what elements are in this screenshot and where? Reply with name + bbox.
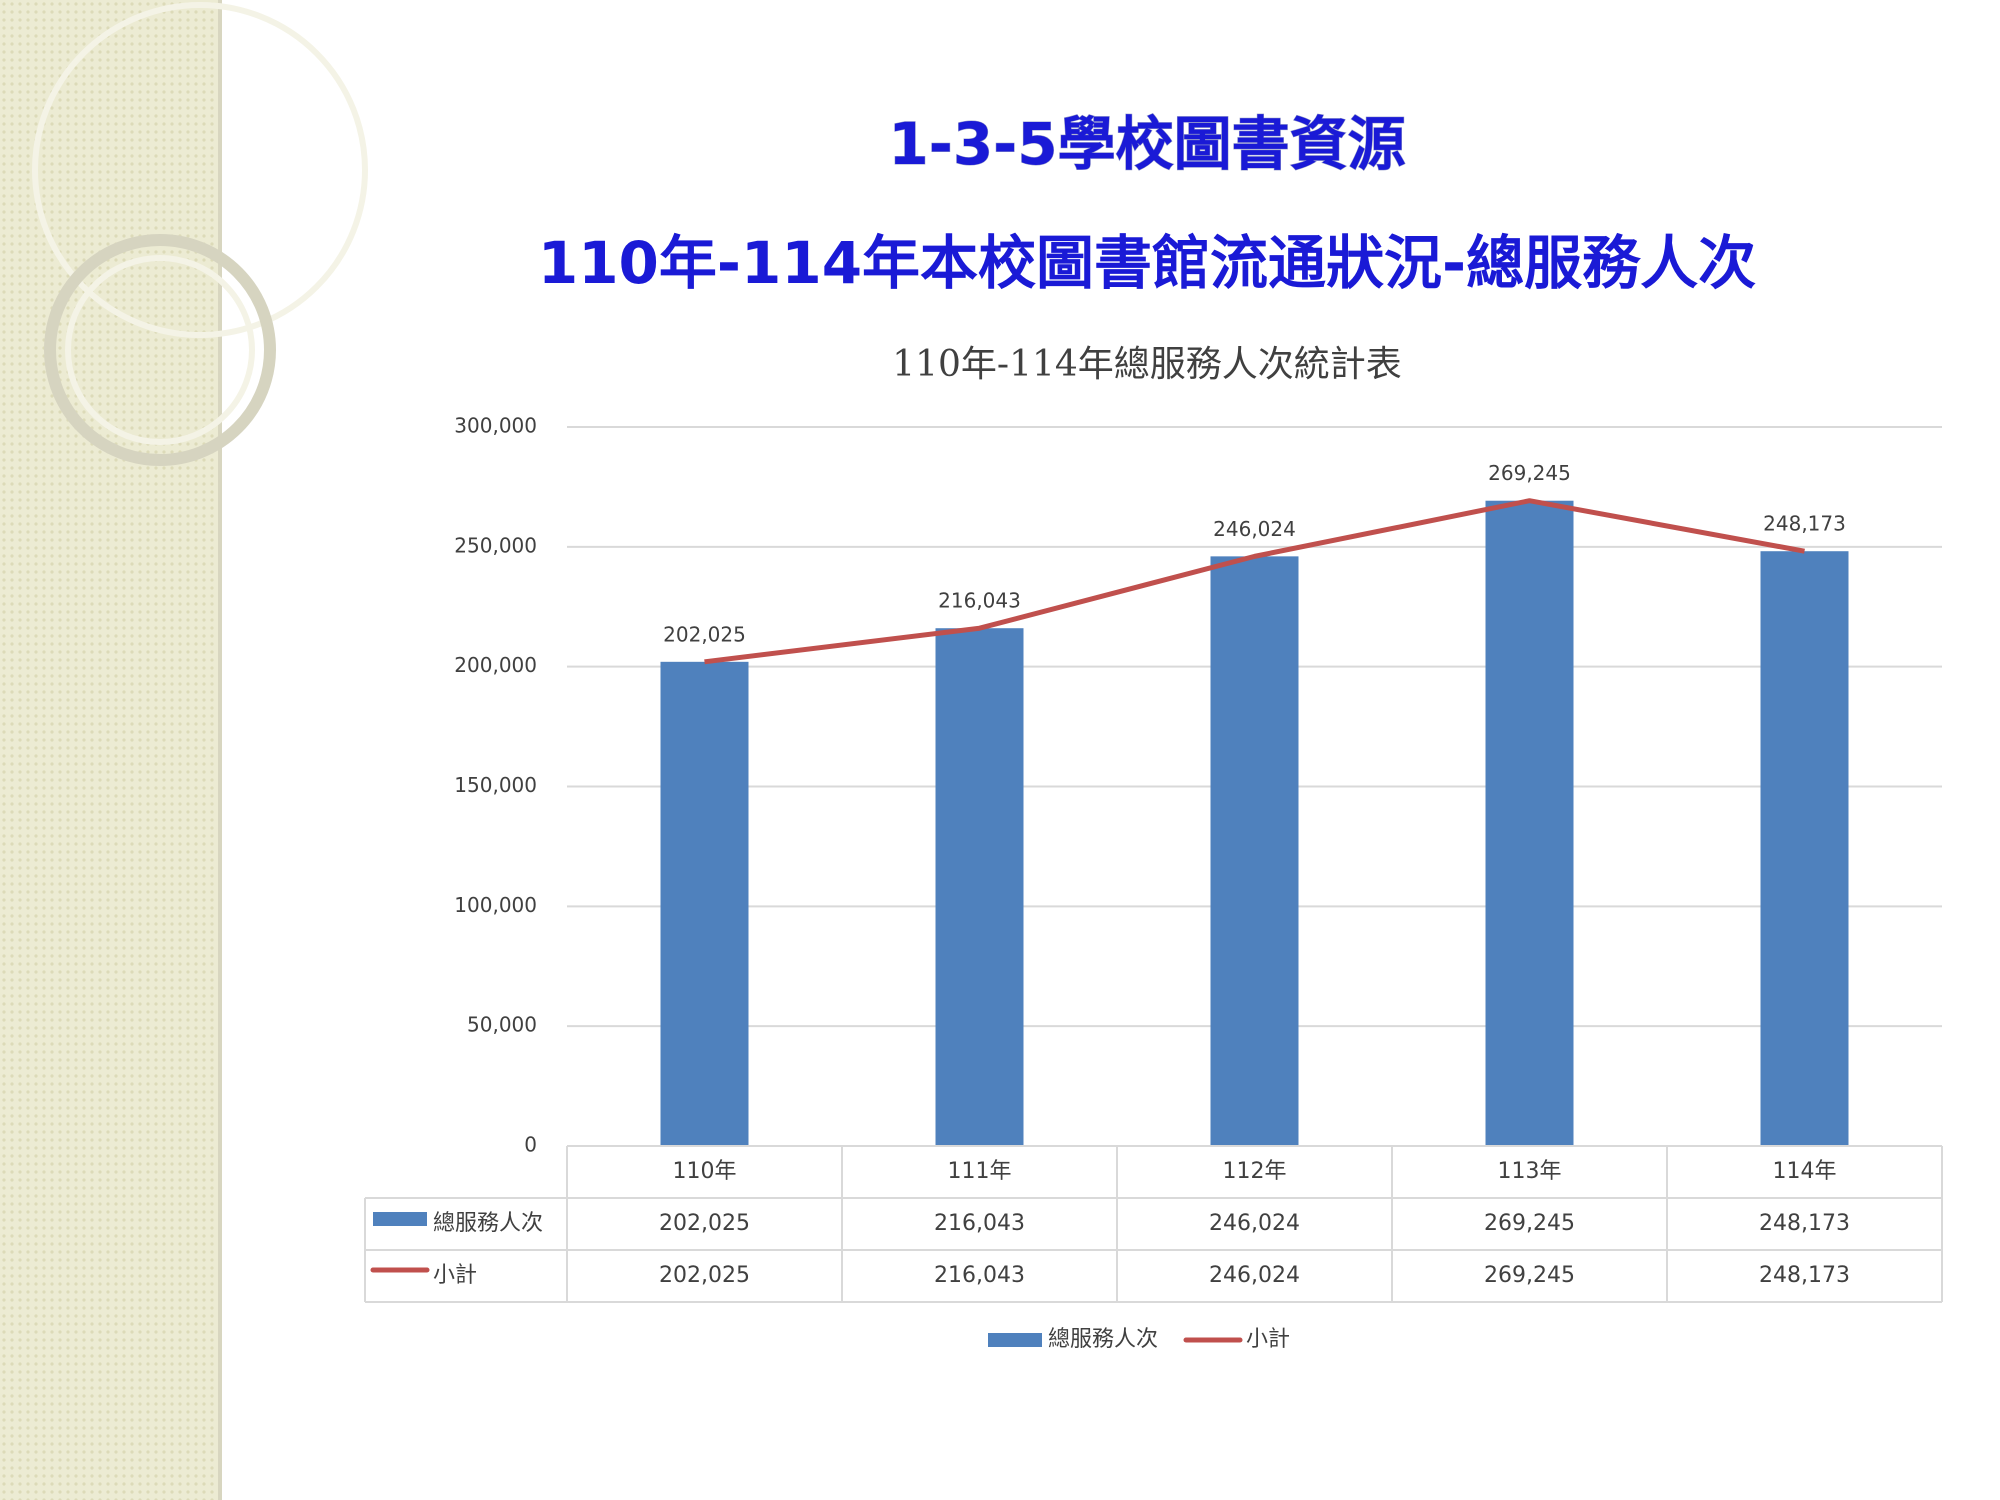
bar — [660, 661, 749, 1146]
y-tick-label: 50,000 — [467, 1013, 537, 1037]
slide-subtitle: 110年-114年本校圖書館流通狀況-總服務人次 — [538, 229, 1756, 297]
x-tick-label: 110年 — [673, 1159, 737, 1184]
legend-key — [988, 1333, 1042, 1347]
y-tick-label: 200,000 — [454, 653, 537, 677]
legend-label: 小計 — [1246, 1327, 1290, 1352]
x-tick-label: 111年 — [948, 1159, 1012, 1184]
table-cell: 269,245 — [1484, 1211, 1575, 1236]
decor-circles — [32, 2, 368, 466]
table-cell: 248,173 — [1759, 1211, 1850, 1236]
y-tick-label: 0 — [524, 1133, 537, 1157]
bar — [1210, 556, 1299, 1146]
line — [704, 498, 1805, 665]
data-label: 269,245 — [1488, 461, 1571, 485]
table-cell: 269,245 — [1484, 1263, 1575, 1288]
table-cell: 216,043 — [934, 1263, 1025, 1288]
data-label: 246,024 — [1213, 517, 1296, 541]
table-cell: 246,024 — [1209, 1263, 1300, 1288]
x-tick-label: 113年 — [1498, 1159, 1562, 1184]
y-tick-label: 300,000 — [454, 414, 537, 438]
table-row-name: 小計 — [433, 1263, 477, 1288]
y-tick-label: 250,000 — [454, 533, 537, 557]
data-label: 216,043 — [938, 589, 1021, 613]
table-cell: 246,024 — [1209, 1211, 1300, 1236]
table-cell: 202,025 — [659, 1211, 750, 1236]
data-label: 202,025 — [663, 622, 746, 646]
bar — [1485, 500, 1574, 1146]
table-row-name: 總服務人次 — [433, 1211, 543, 1236]
chart-title: 110年-114年總服務人次統計表 — [892, 344, 1402, 385]
bar — [1760, 551, 1849, 1146]
slide-title: 1-3-5學校圖書資源 — [888, 110, 1405, 178]
side-edge — [218, 0, 222, 1500]
table-cell: 202,025 — [659, 1263, 750, 1288]
y-tick-label: 150,000 — [454, 773, 537, 797]
bar — [935, 628, 1024, 1146]
table-cell: 248,173 — [1759, 1263, 1850, 1288]
side-panel — [0, 0, 222, 1500]
y-tick-label: 100,000 — [454, 893, 537, 917]
data-label: 248,173 — [1763, 512, 1846, 536]
table-cell: 216,043 — [934, 1211, 1025, 1236]
table-key — [373, 1212, 427, 1226]
x-tick-label: 114年 — [1773, 1159, 1837, 1184]
x-tick-label: 112年 — [1223, 1159, 1287, 1184]
legend-label: 總服務人次 — [1048, 1327, 1158, 1352]
